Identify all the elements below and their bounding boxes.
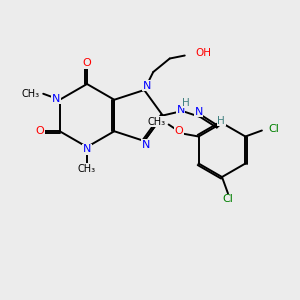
Text: CH₃: CH₃ bbox=[22, 89, 40, 99]
Text: N: N bbox=[83, 144, 91, 154]
Text: Cl: Cl bbox=[268, 124, 279, 134]
Text: N: N bbox=[177, 105, 185, 115]
Text: O: O bbox=[82, 58, 91, 68]
Text: N: N bbox=[142, 80, 151, 91]
Text: H: H bbox=[182, 98, 190, 108]
Text: OH: OH bbox=[195, 47, 211, 58]
Text: O: O bbox=[36, 126, 45, 136]
Text: CH₃: CH₃ bbox=[78, 164, 96, 174]
Text: CH₃: CH₃ bbox=[148, 116, 166, 127]
Text: H: H bbox=[218, 116, 225, 126]
Text: N: N bbox=[195, 106, 203, 117]
Text: O: O bbox=[175, 125, 184, 136]
Text: N: N bbox=[142, 140, 150, 150]
Text: Cl: Cl bbox=[223, 194, 233, 205]
Text: N: N bbox=[52, 94, 60, 103]
